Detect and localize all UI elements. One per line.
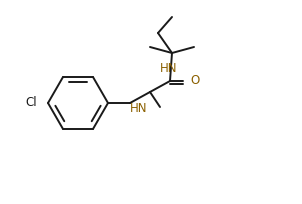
Text: Cl: Cl bbox=[25, 96, 37, 110]
Text: O: O bbox=[190, 74, 199, 88]
Text: HN: HN bbox=[160, 62, 178, 75]
Text: HN: HN bbox=[130, 102, 148, 115]
